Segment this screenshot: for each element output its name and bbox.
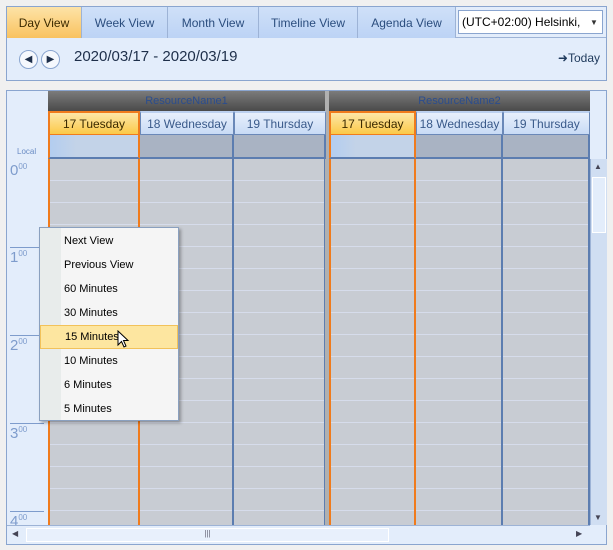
previous-button[interactable]: ◀ [19, 50, 38, 69]
day-column[interactable] [503, 159, 590, 525]
day-column[interactable] [234, 159, 326, 525]
day-column[interactable] [140, 159, 234, 525]
menu-item-6-minutes[interactable]: 6 Minutes [64, 379, 112, 391]
scroll-up-icon[interactable]: ▲ [594, 162, 602, 171]
hour-label: 200 [10, 335, 44, 354]
scroll-left-icon[interactable]: ◀ [12, 529, 19, 538]
all-day-cell[interactable] [416, 135, 503, 159]
today-button[interactable]: ➜Today [558, 51, 600, 65]
day-header[interactable]: 17 Tuesday [329, 111, 416, 135]
time-zone-label: Local [17, 147, 37, 156]
hour-label: 000 [10, 162, 28, 179]
resource-splitter [325, 159, 329, 525]
menu-gutter [40, 228, 61, 420]
tab-month-view[interactable]: Month View [168, 7, 259, 38]
scroll-down-icon[interactable]: ▼ [594, 513, 602, 522]
all-day-cell[interactable] [140, 135, 234, 159]
tab-day-view[interactable]: Day View [7, 7, 82, 38]
context-menu: Next View Previous View 60 Minutes 30 Mi… [39, 227, 179, 421]
date-range: 2020/03/17 - 2020/03/19 [74, 48, 238, 65]
day-column[interactable] [329, 159, 416, 525]
tab-week-view[interactable]: Week View [82, 7, 168, 38]
toolbar: Day View Week View Month View Timeline V… [6, 6, 607, 81]
resource-header-2: ResourceName2 [329, 91, 590, 111]
scroll-thumb[interactable]: ||| [26, 528, 389, 542]
day-header[interactable]: 17 Tuesday [48, 111, 140, 135]
hour-label: 300 [10, 423, 44, 442]
all-day-cell[interactable] [234, 135, 326, 159]
vertical-scrollbar[interactable]: ▲ ▼ [590, 159, 607, 525]
resource-splitter[interactable] [325, 91, 329, 159]
menu-item-previous-view[interactable]: Previous View [64, 259, 134, 271]
day-header[interactable]: 19 Thursday [234, 111, 326, 135]
day-column[interactable] [416, 159, 503, 525]
chevron-down-icon[interactable]: ▼ [586, 11, 602, 33]
all-day-cell[interactable] [48, 135, 140, 159]
next-button[interactable]: ▶ [41, 50, 60, 69]
tab-agenda-view[interactable]: Agenda View [358, 7, 456, 38]
horizontal-scrollbar[interactable]: ◀ ||| ▶ [7, 525, 590, 544]
menu-item-next-view[interactable]: Next View [64, 235, 114, 247]
mouse-cursor-icon [117, 330, 130, 348]
resource-header-1: ResourceName1 [48, 91, 325, 111]
menu-item-5-minutes[interactable]: 5 Minutes [64, 403, 112, 415]
scroll-thumb[interactable] [592, 177, 606, 233]
all-day-cell[interactable] [503, 135, 590, 159]
scheduler: Local ResourceName1 ResourceName2 17 Tue… [6, 90, 607, 545]
scroll-right-icon[interactable]: ▶ [576, 529, 583, 538]
hour-label: 100 [10, 247, 44, 266]
arrow-left-icon: ◀ [24, 54, 33, 65]
view-tabs: Day View Week View Month View Timeline V… [7, 7, 606, 38]
menu-item-60-minutes[interactable]: 60 Minutes [64, 283, 118, 295]
all-day-cell[interactable] [329, 135, 416, 159]
menu-item-15-minutes[interactable]: 15 Minutes [40, 325, 178, 349]
timezone-value: (UTC+02:00) Helsinki, K [462, 15, 584, 29]
day-header[interactable]: 18 Wednesday [416, 111, 503, 135]
day-header[interactable]: 18 Wednesday [140, 111, 234, 135]
menu-item-10-minutes[interactable]: 10 Minutes [64, 355, 118, 367]
arrow-right-icon: ➜ [557, 51, 568, 65]
today-label: Today [567, 51, 600, 65]
tab-timeline-view[interactable]: Timeline View [259, 7, 358, 38]
hour-label: 400 [10, 511, 44, 525]
arrow-right-icon: ▶ [46, 54, 55, 65]
timezone-select[interactable]: (UTC+02:00) Helsinki, K ▼ [458, 10, 603, 34]
day-header[interactable]: 19 Thursday [503, 111, 590, 135]
menu-item-30-minutes[interactable]: 30 Minutes [64, 307, 118, 319]
